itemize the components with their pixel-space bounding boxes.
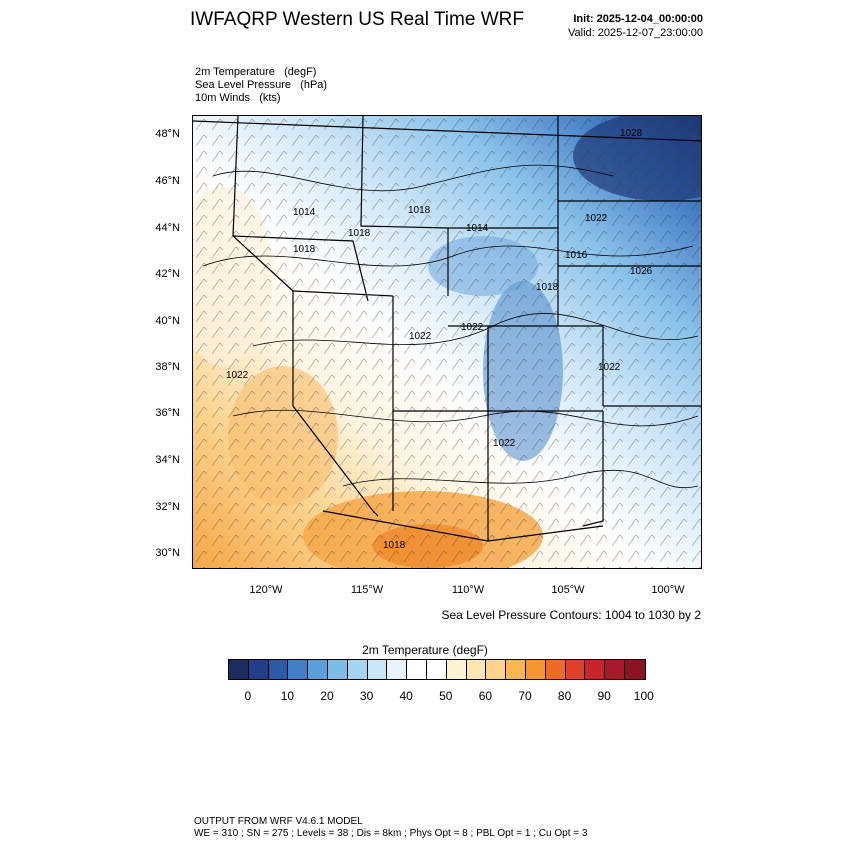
colorbar-tick-label: 90 [597,689,611,703]
colorbar-swatch [506,660,526,679]
contour-label: 1022 [585,213,608,224]
colorbar-swatch [565,660,586,679]
lat-tick-label: 32°N [155,501,180,513]
contour-label: 1018 [383,540,406,551]
contour-label: 1018 [536,282,559,293]
lon-tick-label: 110°W [451,584,485,596]
contour-label: 1022 [409,331,432,342]
contour-label: 1022 [226,370,249,381]
colorbar-tick-label: 70 [518,689,532,703]
lon-tick-label: 115°W [350,584,384,596]
colorbar-swatch [466,660,487,679]
contour-label: 1028 [620,128,643,139]
field-label-winds: 10m Winds (kts) [195,92,281,104]
colorbar-swatch [308,660,328,679]
lat-tick-label: 34°N [155,454,180,466]
colorbar-swatch [407,660,427,679]
contour-labels: 1028 1022 1014 1018 1014 1018 1018 1016 … [226,128,653,551]
contour-label: 1014 [466,223,489,234]
colorbar-swatch [525,660,546,679]
state-borders [193,116,701,542]
lat-tick-label: 48°N [155,128,180,140]
colorbar-tick-label: 100 [633,689,654,703]
contour-label: 1022 [598,362,621,373]
lon-tick-label: 100°W [651,584,685,596]
colorbar-swatch [327,660,348,679]
colorbar-swatch [486,660,507,679]
contour-label: 1026 [630,266,653,277]
colorbar-tick-label: 50 [439,689,453,703]
colorbar-tick-label: 40 [399,689,413,703]
colorbar-swatch [229,660,249,679]
colorbar-tick-label: 60 [478,689,493,703]
contour-label: 1016 [565,250,588,261]
colorbar-swatch [387,660,408,679]
field-label-pressure: Sea Level Pressure (hPa) [195,79,328,91]
lon-tick-label: 105°W [551,584,585,596]
contour-label: 1018 [348,228,371,239]
lat-tick-label: 36°N [155,407,180,419]
slp-contour-note: Sea Level Pressure Contours: 1004 to 103… [441,608,702,622]
lat-tick-label: 38°N [155,361,180,373]
model-config: WE = 310 ; SN = 275 ; Levels = 38 ; Dis … [194,828,588,839]
colorbar-tick-label: 0 [244,689,252,703]
colorbar-tick-label: 80 [557,689,572,703]
colorbar-swatch [367,660,388,679]
colorbar-swatch [545,660,566,679]
lat-tick-label: 46°N [155,175,180,187]
contour-label: 1018 [293,244,316,255]
model-info: OUTPUT FROM WRF V4.6.1 MODEL [194,816,363,827]
map-title: IWFAQRP Western US Real Time WRF [190,9,524,30]
pressure-contours [202,164,699,488]
contour-label: 1018 [408,205,431,216]
colorbar-tick-label: 10 [280,689,295,703]
colorbar-tick-label: 20 [320,689,334,703]
colorbar-swatch [624,660,645,679]
colorbar-swatch [605,660,625,679]
colorbar-swatch [426,660,447,679]
colorbar-title: 2m Temperature (degF) [362,643,488,657]
colorbar [228,659,646,680]
valid-time: Valid: 2025-12-07_23:00:00 [568,27,703,39]
weather-map-svg: 1028 1022 1014 1018 1014 1018 1018 1016 … [193,116,701,568]
field-label-temperature: 2m Temperature (degF) [195,66,317,78]
contour-label: 1014 [293,207,316,218]
lat-tick-label: 40°N [155,315,180,327]
colorbar-swatch [585,660,606,679]
lat-tick-label: 44°N [155,222,180,234]
colorbar-swatch [268,660,289,679]
colorbar-swatch [347,660,368,679]
init-time: Init: 2025-12-04_00:00:00 [573,13,703,25]
colorbar-swatch [288,660,309,679]
weather-map: 1028 1022 1014 1018 1014 1018 1018 1016 … [192,115,702,569]
lat-tick-label: 42°N [155,268,180,280]
colorbar-tick-label: 30 [359,689,374,703]
colorbar-swatch [446,660,467,679]
lon-tick-label: 120°W [249,584,283,596]
lat-tick-label: 30°N [155,547,180,559]
contour-label: 1022 [493,438,516,449]
contour-label: 1022 [461,322,484,333]
colorbar-swatch [248,660,269,679]
